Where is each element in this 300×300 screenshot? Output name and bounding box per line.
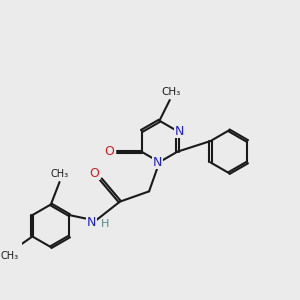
Text: O: O bbox=[90, 167, 100, 180]
Text: CH₃: CH₃ bbox=[50, 169, 69, 179]
Text: N: N bbox=[87, 216, 96, 229]
Text: H: H bbox=[101, 219, 110, 229]
Text: N: N bbox=[174, 124, 184, 138]
Text: CH₃: CH₃ bbox=[162, 88, 181, 98]
Text: O: O bbox=[104, 145, 114, 158]
Text: N: N bbox=[153, 156, 162, 169]
Text: CH₃: CH₃ bbox=[1, 251, 19, 261]
